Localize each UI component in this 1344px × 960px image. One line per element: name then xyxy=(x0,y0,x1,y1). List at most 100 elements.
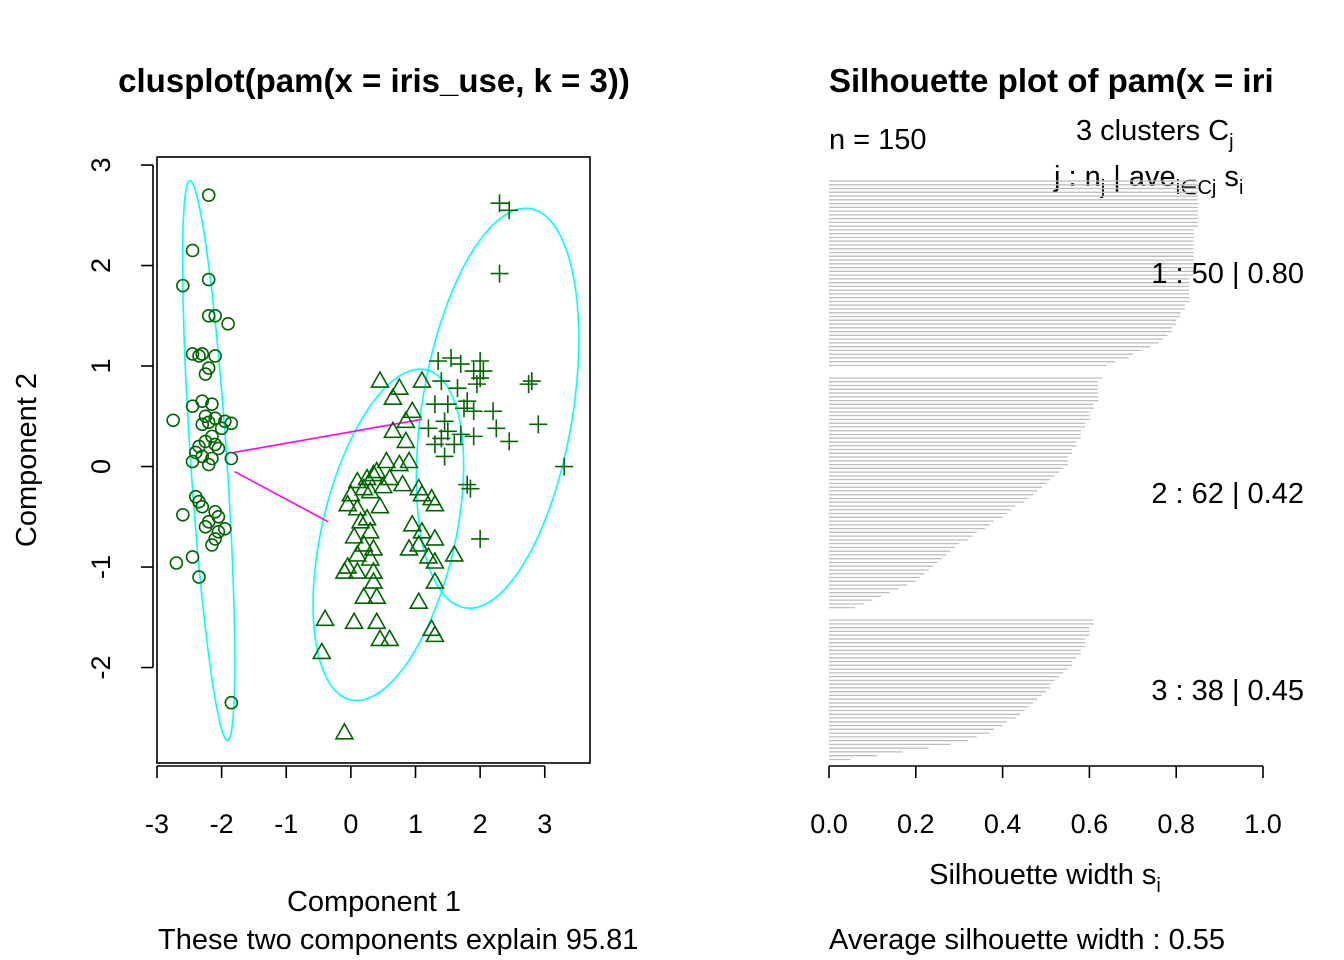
cluster-1-point xyxy=(214,421,229,436)
cluster-3-point xyxy=(451,355,470,374)
cluster-1-point xyxy=(176,507,190,522)
cluster-1-point xyxy=(198,367,213,381)
cluster-2-point xyxy=(376,450,397,469)
cluster-1-point xyxy=(201,457,216,472)
cluster-3-point xyxy=(490,264,509,283)
cluster-1-point xyxy=(205,538,219,552)
cluster-2-point xyxy=(315,608,335,627)
silhouette-bars xyxy=(829,180,1198,761)
cluster-2-point xyxy=(370,370,390,388)
cluster-2-point xyxy=(347,498,368,516)
clusplot-panel: clusplot(pam(x = iris_use, k = 3)) -3 -2-… xyxy=(11,62,638,956)
cluster-3-point xyxy=(474,362,493,381)
cluster-3-point xyxy=(487,419,506,438)
silhouette-cluster-labels: 1 : 50 | 0.80 2 : 62 | 0.42 3 : 38 | 0.45 xyxy=(1151,258,1304,707)
cluster-2-point xyxy=(347,561,368,579)
cluster-2-point xyxy=(366,586,387,604)
cluster-2-point xyxy=(344,526,364,544)
clusplot-subtitle: These two components explain 95.81 xyxy=(158,924,638,956)
cluster-2-point xyxy=(399,538,419,556)
cluster-2-point xyxy=(395,430,416,449)
cluster-2-point xyxy=(366,611,387,630)
silhouette-panel: Silhouette plot of pam(x = iri n = 150 3… xyxy=(810,62,1304,956)
cluster-1-point xyxy=(185,243,200,258)
cluster-2-point xyxy=(344,611,364,630)
cluster-2-point xyxy=(353,586,374,604)
cluster-3-point xyxy=(555,457,574,476)
y-tick-label: 3 xyxy=(86,158,116,173)
cluster-2-point xyxy=(360,481,381,499)
clusplot-title: clusplot(pam(x = iris_use, k = 3)) xyxy=(118,62,630,99)
cluster-ellipses xyxy=(181,179,580,742)
cluster-1-point xyxy=(166,413,180,428)
cluster-1-point xyxy=(192,349,206,363)
cluster-2-point xyxy=(389,453,410,472)
cluster-2-point xyxy=(389,377,410,395)
cluster-3-point xyxy=(471,352,490,371)
cluster-2-point xyxy=(425,528,445,546)
cluster-3-point xyxy=(438,395,457,414)
y-tick-label: 2 xyxy=(86,258,116,273)
cluster-1-point xyxy=(201,188,216,202)
connector-line-2 xyxy=(234,470,329,523)
cluster-2-point xyxy=(366,460,387,479)
cluster-2-point xyxy=(392,473,413,492)
cluster-1-point xyxy=(192,570,206,584)
cluster-1-point xyxy=(208,308,222,323)
cluster-3-point xyxy=(445,435,464,454)
cluster-1-point xyxy=(208,437,222,452)
cluster-3-point xyxy=(500,201,519,220)
cluster-1-point xyxy=(224,695,239,710)
cluster-3-point xyxy=(442,348,461,367)
silhouette-clusters-heading: 3 clusters Cj xyxy=(1076,115,1234,153)
cluster-points xyxy=(166,188,574,740)
cluster-2-point xyxy=(395,410,416,429)
clusplot-y-label: Component 2 xyxy=(11,373,43,547)
cluster-1-point xyxy=(218,414,232,429)
cluster-3-point xyxy=(458,392,477,411)
cluster-2-point xyxy=(444,544,465,562)
cluster-2-point xyxy=(370,496,390,514)
cluster-2-point xyxy=(350,511,371,529)
cluster-2-point xyxy=(402,400,423,419)
cluster-2-point xyxy=(373,476,394,494)
silhouette-average-label: Average silhouette width : 0.55 xyxy=(829,924,1225,956)
cluster-2-point xyxy=(383,420,403,439)
cluster-3-point xyxy=(429,352,448,371)
cluster-2-point xyxy=(353,534,374,552)
cluster-3-point xyxy=(464,402,483,421)
cluster-1-point xyxy=(221,317,235,331)
cluster-2-point xyxy=(412,521,432,539)
clusplot-x-axis: -3 -2 -1 0 1 2 3 xyxy=(145,765,552,839)
cluster-2-point xyxy=(363,571,384,589)
cluster-2-point xyxy=(337,494,358,512)
clusplot-frame xyxy=(156,156,591,764)
cluster-3-point xyxy=(500,432,519,451)
cluster-3-point xyxy=(464,427,483,446)
cluster-3-point xyxy=(522,372,541,391)
x-tick-label: 3 xyxy=(537,809,552,839)
y-tick-label: 1 xyxy=(86,359,116,374)
x-tick-label: 0.6 xyxy=(1071,809,1109,839)
cluster-2-point xyxy=(412,484,432,502)
cluster-1-point xyxy=(169,556,184,570)
cluster-2-point xyxy=(334,561,355,579)
cluster-2-point xyxy=(408,591,429,610)
cluster-1-point xyxy=(218,522,232,536)
cluster-1-point xyxy=(195,417,210,432)
cluster-2-point xyxy=(334,722,355,740)
x-tick-label: 1.0 xyxy=(1244,809,1282,839)
x-tick-label: 0.4 xyxy=(984,809,1022,839)
clusplot-y-axis: -2 -1 0 1 2 3 xyxy=(86,158,154,680)
cluster-2-point xyxy=(412,370,432,388)
cluster-2-point xyxy=(379,467,400,486)
silhouette-x-label: Silhouette width si xyxy=(929,859,1161,897)
cluster-2-point xyxy=(347,470,368,489)
cluster-1-point xyxy=(198,520,213,534)
cluster-3-point xyxy=(448,379,467,398)
cluster-2-point xyxy=(383,387,403,405)
cluster-1-point xyxy=(195,394,210,409)
cluster-3-point xyxy=(471,369,490,388)
cluster-3-point xyxy=(529,415,548,434)
